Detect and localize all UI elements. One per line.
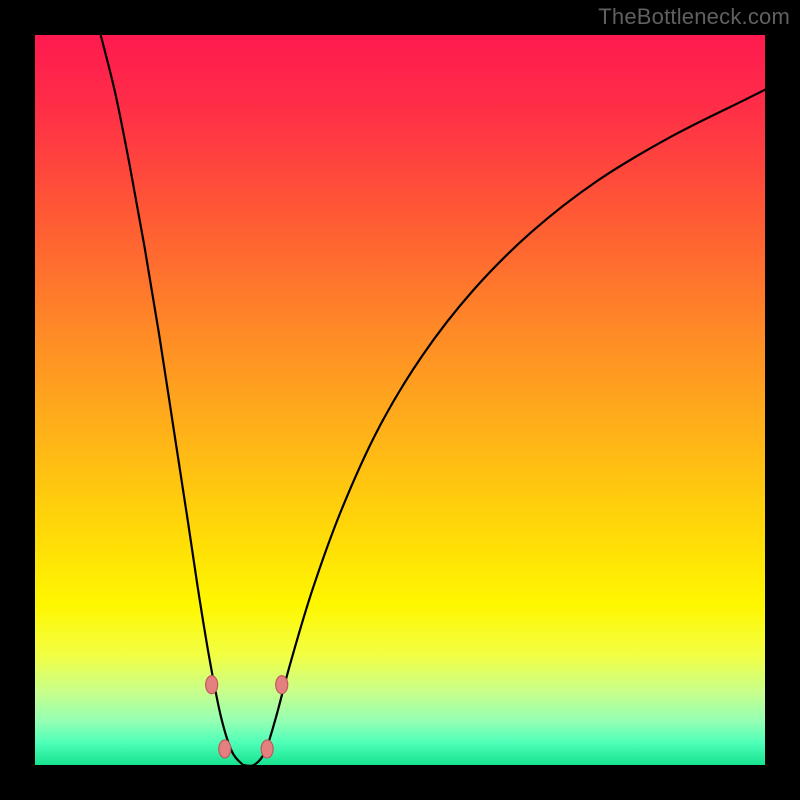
bottleneck-chart bbox=[0, 0, 800, 800]
marker-3 bbox=[261, 740, 273, 758]
marker-1 bbox=[276, 676, 288, 694]
plot-area bbox=[35, 35, 765, 766]
watermark-text: TheBottleneck.com bbox=[598, 4, 790, 30]
chart-container: TheBottleneck.com bbox=[0, 0, 800, 800]
marker-0 bbox=[206, 676, 218, 694]
marker-2 bbox=[219, 740, 231, 758]
